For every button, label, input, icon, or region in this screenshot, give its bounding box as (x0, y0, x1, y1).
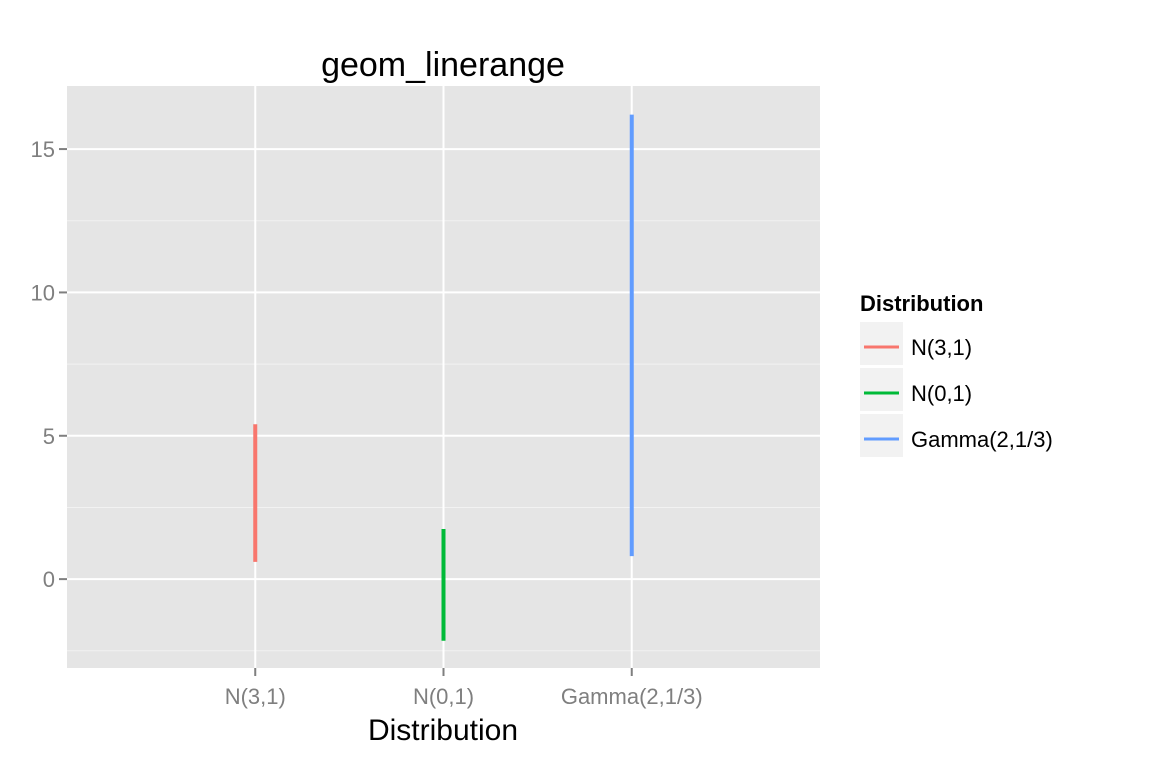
x-tick-label: N(3,1) (225, 684, 286, 709)
legend-key (860, 322, 903, 365)
x-axis: N(3,1) N(0,1) Gamma(2,1/3) (225, 668, 703, 709)
x-tick-label: Gamma(2,1/3) (561, 684, 703, 709)
legend-title: Distribution (860, 291, 983, 316)
legend-label: N(3,1) (911, 335, 972, 360)
y-axis: 0 5 10 15 (31, 137, 67, 592)
y-tick-label: 0 (43, 567, 55, 592)
chart-title: geom_linerange (321, 46, 565, 84)
x-tick-label: N(0,1) (413, 684, 474, 709)
legend: Distribution N(3,1) N(0,1) Gamma(2,1/3) (860, 291, 1053, 457)
y-tick-label: 5 (43, 424, 55, 449)
legend-label: N(0,1) (911, 381, 972, 406)
legend-key (860, 368, 903, 411)
legend-key (860, 414, 903, 457)
legend-label: Gamma(2,1/3) (911, 427, 1053, 452)
y-tick-label: 15 (31, 137, 55, 162)
line-ranges (253, 114, 634, 641)
y-tick-label: 10 (31, 280, 55, 305)
x-axis-title: Distribution (368, 714, 518, 747)
